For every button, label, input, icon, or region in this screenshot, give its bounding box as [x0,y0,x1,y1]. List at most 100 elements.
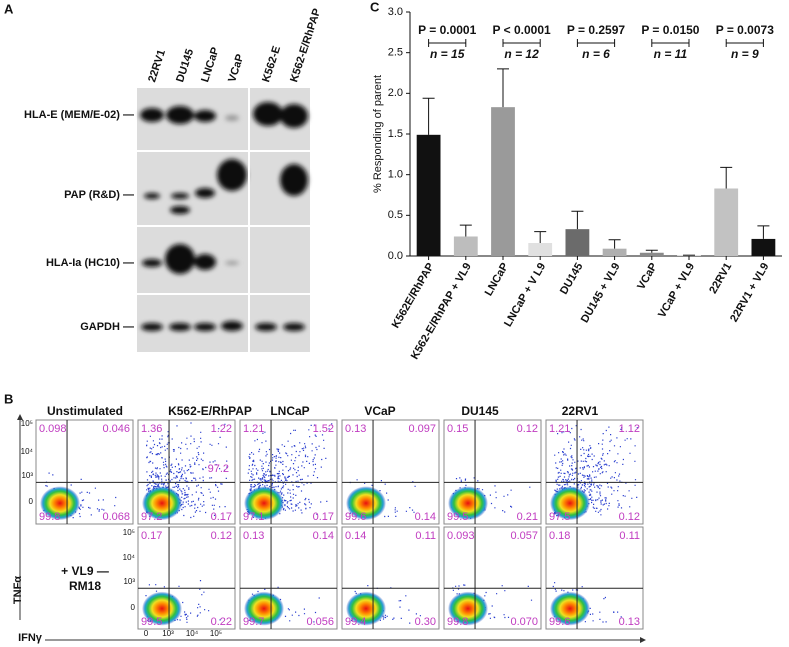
p-value: P = 0.0073 [716,23,774,37]
bar [751,238,776,256]
quadrant-value: 99.5 [447,511,468,523]
y-tick-label: 3.0 [388,6,403,18]
quadrant-value: 1.36 [141,423,162,435]
error-bar [720,166,733,189]
x-tick-label: 22RV1 + VL9 [728,261,771,324]
quadrant-value: 0.068 [102,511,130,523]
error-bar [422,97,435,135]
quadrant-value: 97.1 [243,511,264,523]
error-bar [571,210,584,230]
n-label: n = 15 [430,47,465,61]
x-tick-label: 0 [144,629,149,638]
column-label: Unstimulated [47,404,123,418]
quadrant-value: 0.11 [415,530,436,542]
column-label: K562-E/RhPAP [168,404,252,418]
arrow-head [17,414,23,420]
bar [491,107,515,256]
p-value: P = 0.2597 [567,23,625,37]
error-bar [757,225,770,239]
lane-label: LNCaP [199,46,222,84]
quadrant-value: 0.13 [345,423,366,435]
x-tick-label: DU145 [558,261,586,297]
y-tick-label: 1.5 [388,128,403,140]
quadrant-value: 1.12 [619,423,640,435]
quadrant-value: 1.21 [549,423,570,435]
error-bar [534,231,547,243]
lane-label: DU145 [174,48,196,84]
n-label: n = 11 [654,47,688,61]
quadrant-value: 0.093 [447,530,475,542]
bar [453,236,478,256]
density-core [244,486,284,521]
quadrant-value: 0.30 [415,616,436,628]
quadrant-value: 1.22 [211,423,232,435]
error-bar [645,249,658,253]
quadrant-value: 0.097 [408,423,436,435]
n-label: n = 12 [504,47,539,61]
column-label: VCaP [364,404,395,418]
quadrant-value: 1.52 [313,423,334,435]
flow-events [145,422,228,519]
y-tick-label: 0 [131,603,136,612]
quadrant-value: 1.21 [243,423,264,435]
x-tick-label: LNCaP + V L9 [502,261,548,329]
row-label: + VL9 — [61,564,109,578]
quadrant-value: 0.22 [211,616,232,628]
error-bar [497,68,509,108]
quadrant-value: 0.17 [141,530,162,542]
x-tick-label: VCaP + VL9 [656,261,697,320]
quadrant-value: 99.8 [39,511,60,523]
y-tick-label: 10⁵ [123,528,135,537]
density-core [346,486,386,521]
y-axis-label: TNFα [12,576,24,604]
density-core [550,486,590,521]
quadrant-value: 0.11 [619,530,640,542]
y-tick-label: 0 [29,497,34,506]
density-core [448,591,488,626]
density-core [244,591,284,626]
arrow-head [640,637,646,643]
x-tick-label: 10⁴ [186,629,199,638]
lane-label: K562-E [260,45,283,84]
p-value: P < 0.0001 [493,23,551,37]
quadrant-value: 0.17 [313,511,334,523]
quadrant-value: 0.098 [39,423,67,435]
row-label: HLA-Ia (HC10) — [46,257,134,269]
y-tick-label: 2.0 [388,87,403,99]
column-label: LNCaP [270,404,309,418]
p-value: P = 0.0001 [418,23,476,37]
quadrant-value: 0.12 [619,511,640,523]
panel-label: A [4,1,14,16]
p-value: P = 0.0150 [641,23,699,37]
quadrant-value: 0.13 [243,530,264,542]
quadrant-value: 0.13 [619,616,640,628]
blot [137,88,310,352]
quadrant-value: 0.14 [313,530,334,542]
column-label: 22RV1 [562,404,599,418]
bar [639,252,664,256]
row-label: GAPDH — [80,321,134,333]
x-tick-label: LNCaP [483,261,511,298]
x-tick-label: VCaP [635,261,660,292]
lane-label: VCaP [226,53,246,84]
quadrant-value: 99.6 [345,511,366,523]
y-tick-label: 0.5 [388,209,403,221]
blot-background [137,88,310,352]
density-core [40,486,80,521]
bracket [502,39,541,47]
bar [416,134,441,256]
quadrant-value: 0.21 [517,511,538,523]
row-label: HLA-E (MEM/E-02) — [24,109,134,121]
bar [714,188,739,256]
quadrant-value: 0.14 [415,511,436,523]
bracket [576,39,616,47]
y-tick-label: 0.0 [388,250,403,262]
y-tick-label: 2.5 [388,47,403,59]
quadrant-value: 0.12 [517,423,538,435]
error-bar [459,224,472,237]
y-tick-label: 10⁴ [21,447,34,456]
quadrant-value: 99.4 [345,616,366,628]
quadrant-value: 0.17 [211,511,232,523]
